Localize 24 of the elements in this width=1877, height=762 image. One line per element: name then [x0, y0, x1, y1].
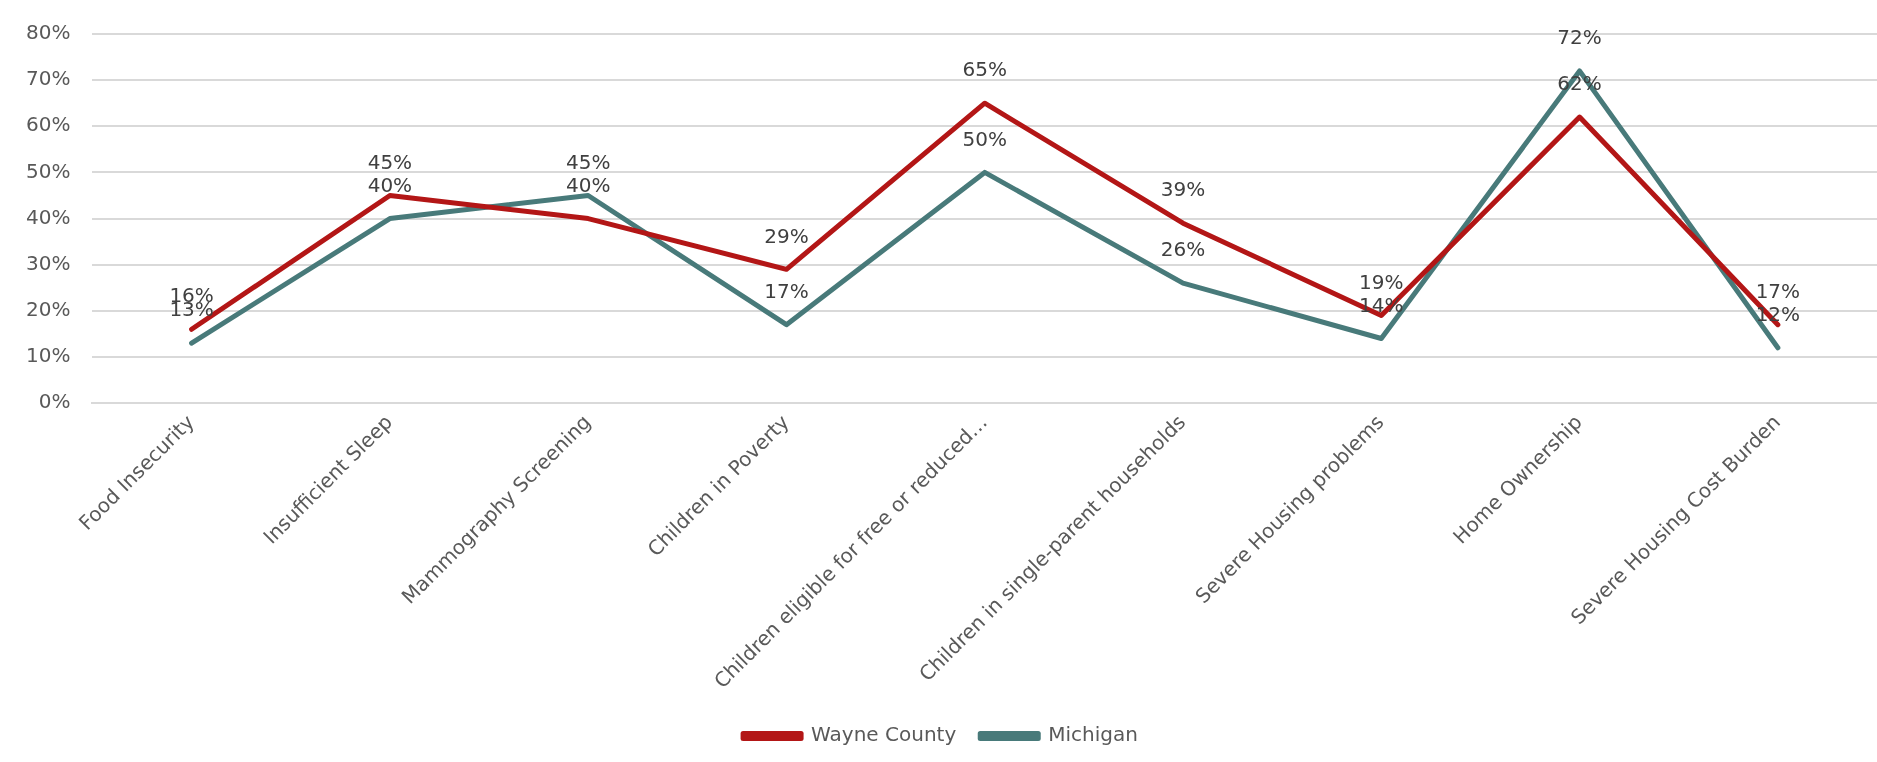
data-label: 29%: [764, 223, 809, 248]
data-label: 26%: [1160, 237, 1206, 262]
data-label: 50%: [962, 126, 1007, 151]
data-label: 19%: [1359, 269, 1404, 294]
y-tick-label: 20%: [26, 297, 71, 322]
y-tick-label: 0%: [38, 389, 71, 414]
data-label: 65%: [962, 57, 1007, 82]
y-tick-label: 10%: [26, 343, 71, 368]
y-tick-label: 70%: [26, 66, 71, 91]
y-tick-label: 80%: [26, 20, 71, 45]
y-tick-label: 40%: [26, 204, 71, 229]
y-tick-label: 60%: [26, 112, 71, 137]
y-tick-label: 30%: [26, 250, 71, 275]
data-label: 17%: [764, 278, 809, 303]
y-tick-label: 50%: [26, 158, 71, 183]
data-label: 45%: [367, 149, 413, 174]
data-label: 40%: [367, 172, 413, 197]
legend-label: Wayne County: [811, 722, 957, 747]
legend-label: Michigan: [1048, 722, 1138, 747]
data-label: 72%: [1557, 25, 1602, 50]
data-label: 40%: [565, 172, 611, 197]
data-label: 45%: [565, 149, 611, 174]
data-label: 39%: [1160, 177, 1206, 202]
data-label: 17%: [1755, 278, 1801, 303]
